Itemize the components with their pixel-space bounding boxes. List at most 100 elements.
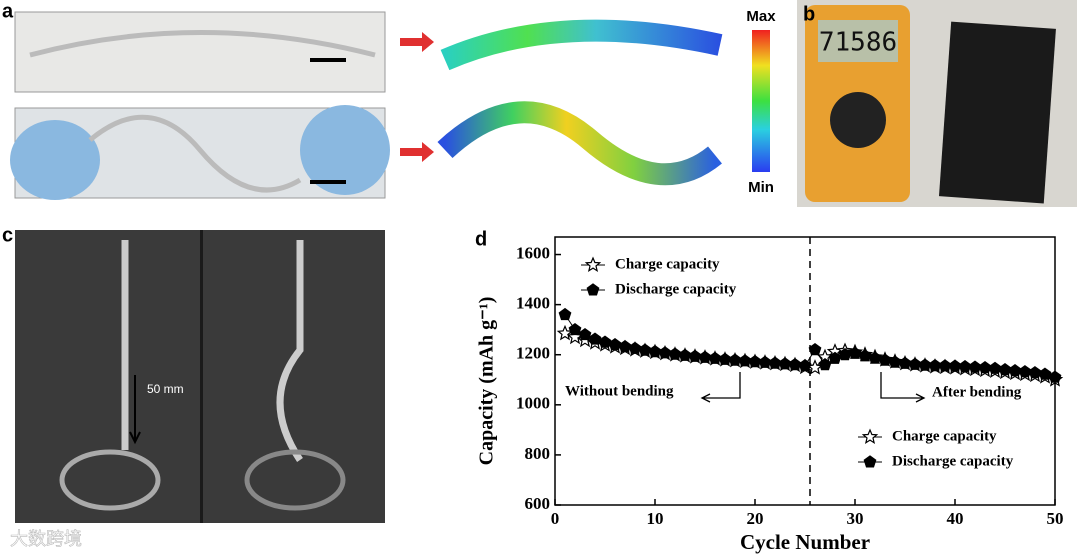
marker [658,346,672,359]
marker [1008,363,1022,377]
legend-marker [861,428,879,444]
marker [868,351,882,364]
x-tick-label: 10 [647,509,664,528]
panel-label: b [803,3,815,25]
marker [858,349,872,362]
y-tick-label: 1000 [516,394,550,413]
marker [728,353,742,366]
annotation: Without bending [565,383,674,399]
marker [698,350,712,363]
annotation-arrow [880,372,926,403]
marker [738,354,752,367]
marker [558,307,572,321]
x-tick-label: 50 [1047,509,1064,528]
chart: 0 10 20 30 40 50 600 800 1000 1200 1400 1600 Cycle N… [476,236,1064,554]
marker [958,359,972,373]
marker [688,349,702,362]
marker [768,356,782,369]
legend-marker [584,256,602,272]
marker [638,343,652,356]
textile [938,21,1056,204]
legend-label: Charge capacity [892,428,997,444]
y-axis-label: Capacity (mAh g⁻¹) [476,297,498,466]
marker [938,359,952,372]
glove [10,120,100,200]
marker [648,344,662,358]
arrow [400,142,434,162]
fiber [88,114,302,193]
marker [1048,370,1062,383]
marker [918,358,932,371]
display [818,20,898,62]
marker [718,352,732,365]
marker [678,348,692,361]
y-tick-label: 1200 [516,344,550,363]
marker [808,342,822,356]
marker [1038,367,1052,380]
marker [848,346,862,359]
panel-label: d [475,228,487,250]
distance-label: 50 mm [147,382,184,396]
marker [998,362,1012,376]
holder [244,449,346,511]
marker [888,355,902,368]
marker [798,358,812,372]
panel-label: c [2,224,13,246]
marker [628,341,642,354]
marker [758,355,772,368]
scale-bar [310,58,346,62]
photo [14,11,386,93]
marker [898,356,912,369]
marker [668,347,682,360]
marker [818,357,832,371]
holder [59,449,161,511]
watermark: 大数跨境 [10,529,82,550]
tube-sim [440,19,723,71]
arrow [129,375,141,445]
marker [968,360,982,373]
marker [598,335,612,348]
marker [928,358,942,372]
x-tick-label: 0 [551,509,560,528]
marker [568,322,582,336]
glove [300,105,390,195]
panel-label: a [2,0,14,22]
annotation-arrow [700,372,741,403]
divider [200,230,203,523]
marker [588,332,602,345]
colorbar-min: Min [748,179,774,196]
y-tick-label: 1400 [516,294,550,313]
marker [908,357,922,370]
arrow [400,32,434,52]
legend-marker [863,455,877,468]
tube-sim [437,101,722,186]
annotation: After bending [932,384,1022,400]
marker [578,327,592,341]
legend-label: Discharge capacity [892,453,1014,469]
marker [878,353,892,366]
marker [618,339,632,353]
x-tick-label: 30 [847,509,864,528]
marker [748,354,762,368]
display-reading: 71586 [819,28,897,58]
colorbar [752,30,770,172]
marker [978,360,992,374]
y-tick-label: 600 [525,494,551,513]
marker [988,361,1002,374]
colorbar-max: Max [746,8,776,25]
marker [788,357,802,371]
marker [1028,366,1042,379]
fiber [276,240,304,462]
marker [608,337,622,351]
legend-marker [586,283,600,296]
x-axis-label: Cycle Number [740,530,870,554]
scale-bar [310,180,346,184]
y-tick-label: 1600 [516,243,550,262]
x-tick-label: 20 [747,509,764,528]
legend-label: Charge capacity [615,256,720,272]
marker [1018,365,1032,378]
marker [778,357,792,370]
y-tick-label: 800 [525,444,551,463]
marker [708,351,722,364]
